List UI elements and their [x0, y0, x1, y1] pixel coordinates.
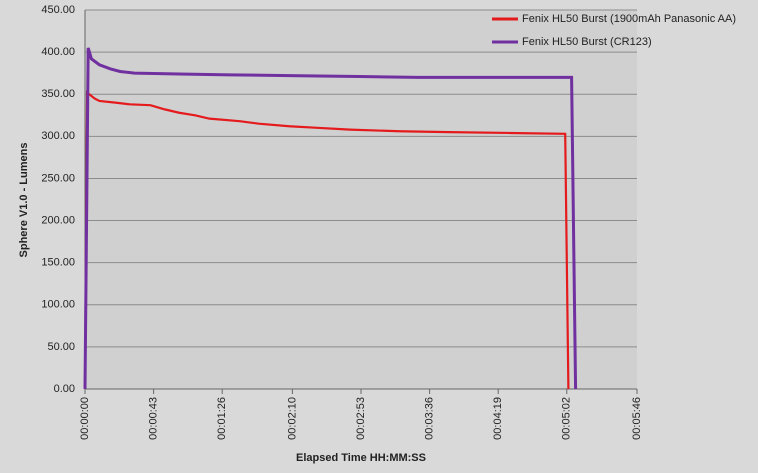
x-tick-label: 00:00:00: [79, 397, 91, 440]
legend-label: Fenix HL50 Burst (CR123): [522, 36, 652, 48]
series-line: [83, 47, 578, 390]
y-tick-label: 400.00: [41, 46, 75, 58]
x-tick-label: 00:02:10: [286, 397, 298, 440]
y-tick-label: 100.00: [41, 299, 75, 311]
y-tick-label: 250.00: [41, 172, 75, 184]
y-tick-label: 350.00: [41, 88, 75, 100]
x-tick-label: 00:01:26: [216, 397, 228, 440]
x-tick-label: 00:04:19: [492, 397, 504, 440]
y-tick-label: 450.00: [41, 4, 75, 16]
x-tick-label: 00:05:46: [631, 397, 643, 440]
y-tick-label: 0.00: [54, 383, 75, 395]
y-tick-label: 300.00: [41, 130, 75, 142]
x-axis-title: Elapsed Time HH:MM:SS: [296, 452, 426, 464]
plot-area: [85, 10, 637, 389]
y-tick-label: 50.00: [47, 341, 75, 353]
y-tick-label: 150.00: [41, 257, 75, 269]
x-tick-label: 00:03:36: [424, 397, 436, 440]
series-line: [83, 90, 570, 390]
x-tick-label: 00:02:53: [355, 397, 367, 440]
x-tick-label: 00:05:02: [561, 397, 573, 440]
x-tick-label: 00:00:43: [148, 397, 160, 440]
y-tick-label: 200.00: [41, 214, 75, 226]
legend-label: Fenix HL50 Burst (1900mAh Panasonic AA): [522, 13, 736, 25]
y-axis-title: Sphere V1.0 - Lumens: [18, 143, 30, 258]
